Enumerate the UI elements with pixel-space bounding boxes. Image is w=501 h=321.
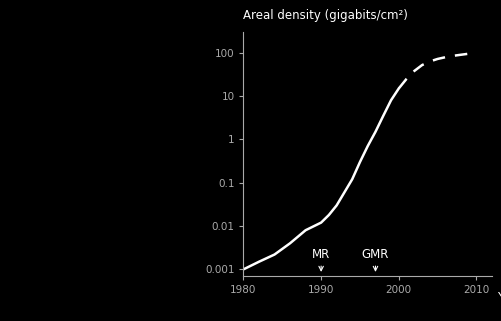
Text: MR: MR [312, 247, 330, 271]
Text: Year: Year [496, 291, 501, 304]
Text: GMR: GMR [361, 247, 388, 271]
Text: Areal density (gigabits/cm²): Areal density (gigabits/cm²) [243, 9, 407, 22]
